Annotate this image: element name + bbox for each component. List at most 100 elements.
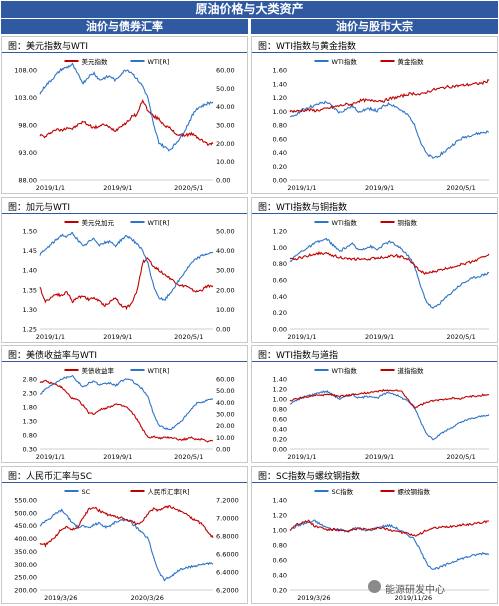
legend-label: WTI指数 xyxy=(332,366,358,375)
y-left-tick-label: 400.00 xyxy=(14,535,37,543)
y-left-tick-label: 0.00 xyxy=(273,177,287,185)
y-right-tick-label: 7.2000 xyxy=(216,497,239,505)
y-right-tick-label: 30.00 xyxy=(216,267,235,275)
chart-panel: 图：WTI指数与铜指数 WTI指数 铜指数 1.20 1.00 0.80 0.60 0.40 0… xyxy=(251,197,498,343)
y-left-tick-label: 103.00 xyxy=(14,94,37,102)
y-left-tick-label: 0.40 xyxy=(273,426,287,434)
y-left-tick-label: 1.40 xyxy=(273,376,287,384)
chart-svg: SC 人民币汇率[R] 550.00 500.00 450.00 400.00 350.00… xyxy=(14,487,239,602)
y-left-tick-label: 1.25 xyxy=(23,326,37,334)
y-right-tick-label: 40.00 xyxy=(216,103,235,111)
series-line xyxy=(289,519,490,570)
y-left-tick-label: 0.60 xyxy=(273,277,287,285)
legend: WTI指数 道指指数 xyxy=(314,366,425,375)
y-left-tick-label: 88.00 xyxy=(18,177,37,185)
y-left-tick-label: 93.00 xyxy=(18,149,37,157)
y-left-tick-label: 1.80 xyxy=(23,404,37,412)
series-line xyxy=(289,250,490,275)
chart-panel: 图：人民币汇率与SC SC 人民币汇率[R] 550.00 500.00 450.00 40… xyxy=(1,466,248,604)
chart-title: 图：美元指数与WTI xyxy=(8,42,89,52)
x-tick-label: 2019/1/1 xyxy=(36,333,65,341)
y-right-tick-label: 0.00 xyxy=(216,446,230,454)
y-right-tick-label: 6.4000 xyxy=(216,569,239,577)
legend-label: SC指数 xyxy=(332,487,354,496)
y-left-tick-label: 1.20 xyxy=(273,512,287,520)
y-right-tick-label: 50.00 xyxy=(216,85,235,93)
y-left-tick-label: 1.20 xyxy=(273,94,287,102)
y-left-tick-label: 0.80 xyxy=(273,260,287,268)
y-left-tick-label: 200.00 xyxy=(14,587,37,595)
x-tick-label: 2020/5/1 xyxy=(447,453,476,461)
y-left-tick-label: 500.00 xyxy=(14,509,37,517)
y-left-tick-label: 0.20 xyxy=(273,587,287,595)
chart-svg: WTI指数 铜指数1.201.000.800.600.400.200.002019… xyxy=(273,218,490,341)
chart-svg: SC指数 螺纹钢指数 1.40 1.20 1.00 0.80 0.60 0.40 0.20 201… xyxy=(273,487,490,602)
x-tick-label: 2019/9/1 xyxy=(103,184,132,192)
section-right-title: 油价与股市大宗 xyxy=(251,19,498,34)
legend-label: WTI[R] xyxy=(148,219,170,227)
section-left-title: 油价与债券汇率 xyxy=(1,19,248,34)
y-left-tick-label: 0.20 xyxy=(273,163,287,171)
y-left-tick-label: 1.20 xyxy=(273,386,287,394)
y-left-tick-label: 0.60 xyxy=(273,135,287,143)
series-line xyxy=(39,379,214,443)
legend-label: 人民币汇率[R] xyxy=(148,487,190,496)
chart-svg: WTI指数 道指指数 1.40 1.20 1.00 0.80 0.60 0.40 0.20 0.0… xyxy=(273,366,490,461)
legend-label: 美债收益率 xyxy=(82,366,115,375)
y-right-tick-label: 10.00 xyxy=(216,158,235,166)
y-right-tick-label: 10.00 xyxy=(216,434,235,442)
chart-svg: 美元兑加元 WTI[R] 1.50 1.45 1.40 1.35 1.30 1.25 50.00… xyxy=(23,218,235,341)
y-right-tick-label: 6.2000 xyxy=(216,587,239,595)
y-right-tick-label: 10.00 xyxy=(216,306,235,314)
series-line xyxy=(39,256,214,311)
y-left-tick-label: 450.00 xyxy=(14,522,37,530)
y-right-tick-label: 50.00 xyxy=(216,228,235,236)
title-underline xyxy=(2,52,247,53)
legend: 美元兑加元 WTI[R] xyxy=(64,218,170,227)
y-left-tick-label: 1.00 xyxy=(273,396,287,404)
x-tick-label: 2019/9/1 xyxy=(103,333,132,341)
y-right-tick-label: 30.00 xyxy=(216,411,235,419)
title-underline xyxy=(2,482,247,483)
series-line xyxy=(289,519,489,537)
y-right-tick-label: 7.0000 xyxy=(216,515,239,523)
y-left-tick-label: 1.50 xyxy=(23,228,37,236)
y-left-tick-label: 0.80 xyxy=(273,406,287,414)
y-left-tick-label: 0.60 xyxy=(273,416,287,424)
y-right-tick-label: 20.00 xyxy=(216,140,235,148)
x-tick-label: 2019/3/26 xyxy=(44,594,77,602)
x-tick-label: 2019/1/1 xyxy=(36,184,65,192)
y-left-tick-label: 1.00 xyxy=(273,244,287,252)
chart-panel: 图：WTI指数与道指 WTI指数 道指指数 1.40 1.20 1.00 0.80 0.60 0… xyxy=(251,345,498,463)
y-left-tick-label: 0.40 xyxy=(273,149,287,157)
y-right-tick-label: 20.00 xyxy=(216,422,235,430)
x-tick-label: 2020/5/1 xyxy=(174,333,203,341)
x-tick-label: 2019/1/1 xyxy=(287,333,316,341)
series-line xyxy=(289,389,490,441)
page-title: 原油价格与大类资产 xyxy=(1,1,498,18)
series-line xyxy=(39,231,214,302)
x-tick-label: 2019/9/1 xyxy=(365,453,394,461)
legend-label: 道指指数 xyxy=(398,366,425,375)
chart-title: 图：WTI指数与铜指数 xyxy=(258,203,348,213)
x-tick-label: 2020/3/26 xyxy=(131,594,164,602)
y-left-tick-label: 250.00 xyxy=(14,574,37,582)
x-tick-label: 2019/9/1 xyxy=(365,184,394,192)
legend: SC指数 螺纹钢指数 xyxy=(314,487,431,496)
y-left-tick-label: 0.00 xyxy=(273,446,287,454)
legend-label: 螺纹钢指数 xyxy=(398,487,431,496)
legend: SC 人民币汇率[R] xyxy=(64,487,190,496)
x-tick-label: 2019/9/1 xyxy=(103,453,132,461)
legend: 美债收益率 WTI[R] xyxy=(64,366,169,375)
y-left-tick-label: 0.40 xyxy=(273,293,287,301)
legend-label: 美元指数 xyxy=(82,57,109,66)
title-underline xyxy=(252,482,497,483)
x-tick-label: 2019/1/1 xyxy=(287,184,316,192)
y-left-tick-label: 0.40 xyxy=(273,572,287,580)
y-right-tick-label: 40.00 xyxy=(216,247,235,255)
chart-title: 图：美债收益率与WTI xyxy=(8,351,98,361)
watermark-text: 能源研发中心 xyxy=(385,585,445,596)
x-tick-label: 2019/1/1 xyxy=(36,453,65,461)
series-line xyxy=(39,99,214,146)
